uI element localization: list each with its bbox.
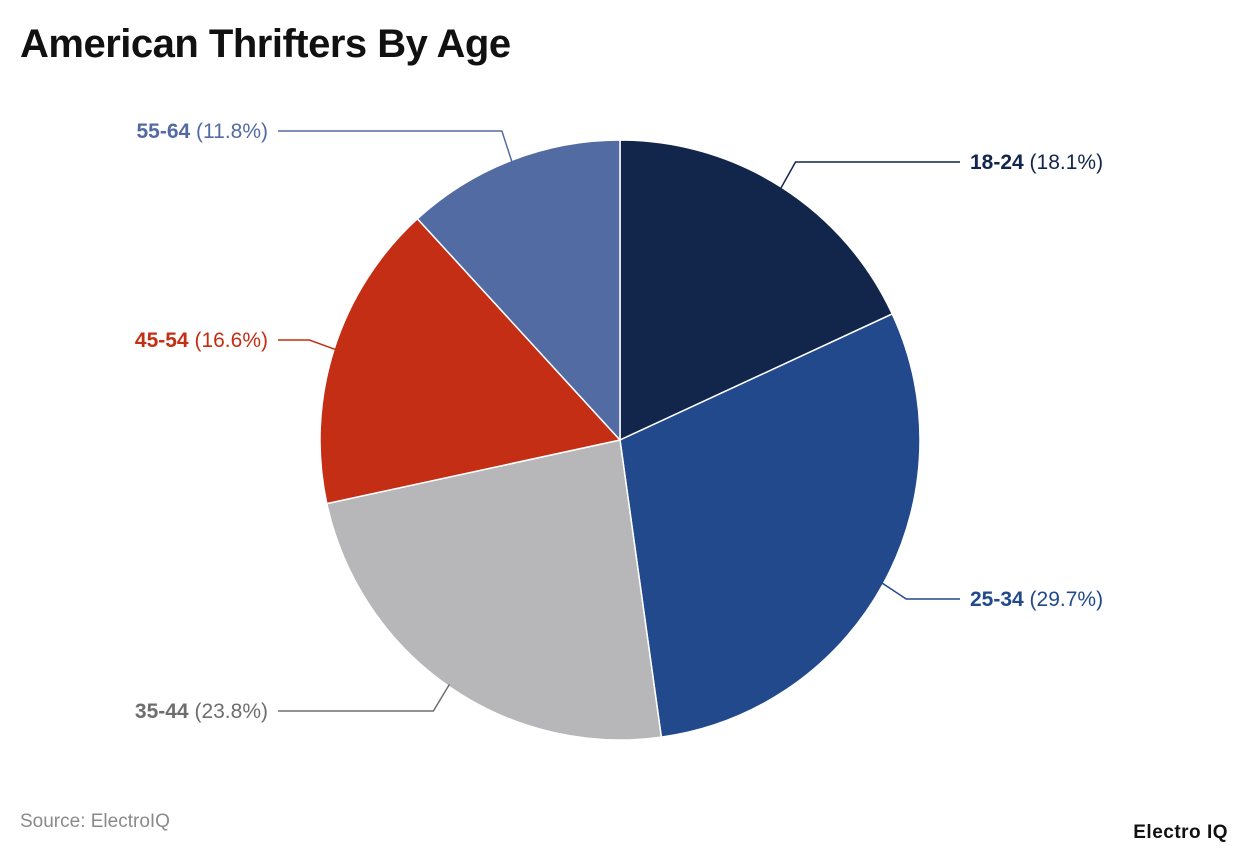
slice-category-45-54: 45-54	[135, 329, 189, 352]
label-leader-lines	[278, 130, 960, 712]
slice-label-18-24: 18-24 (18.1%)	[970, 151, 1103, 174]
slice-percent-35-44: (23.8%)	[189, 700, 268, 723]
brand-logo: Electro IQ	[1133, 822, 1228, 843]
pie-slices	[319, 139, 921, 741]
slice-labels: 18-24 (18.1%) 25-34 (29.7%) 35-44 (23.8%) 4…	[135, 120, 1103, 723]
source-note: Source: ElectroIQ	[20, 811, 170, 832]
slice-category-18-24: 18-24	[970, 151, 1024, 174]
leader-line-55-64	[278, 130, 513, 163]
slice-percent-45-54: (16.6%)	[189, 329, 268, 352]
slice-label-45-54: 45-54 (16.6%)	[135, 329, 268, 352]
leader-line-35-44	[278, 683, 451, 712]
leader-line-25-34	[881, 582, 960, 600]
slice-percent-18-24: (18.1%)	[1024, 151, 1103, 174]
slice-percent-25-34: (29.7%)	[1024, 588, 1103, 611]
slice-category-25-34: 25-34	[970, 588, 1024, 611]
leader-line-18-24	[779, 161, 960, 190]
slice-category-35-44: 35-44	[135, 700, 189, 723]
slice-label-55-64: 55-64 (11.8%)	[136, 120, 268, 143]
chart-title: American Thrifters By Age	[20, 22, 511, 66]
slice-percent-55-64: (11.8%)	[190, 120, 268, 143]
slice-label-25-34: 25-34 (29.7%)	[970, 588, 1103, 611]
leader-line-45-54	[278, 339, 337, 351]
slice-label-35-44: 35-44 (23.8%)	[135, 700, 268, 723]
slice-category-55-64: 55-64	[136, 120, 190, 143]
